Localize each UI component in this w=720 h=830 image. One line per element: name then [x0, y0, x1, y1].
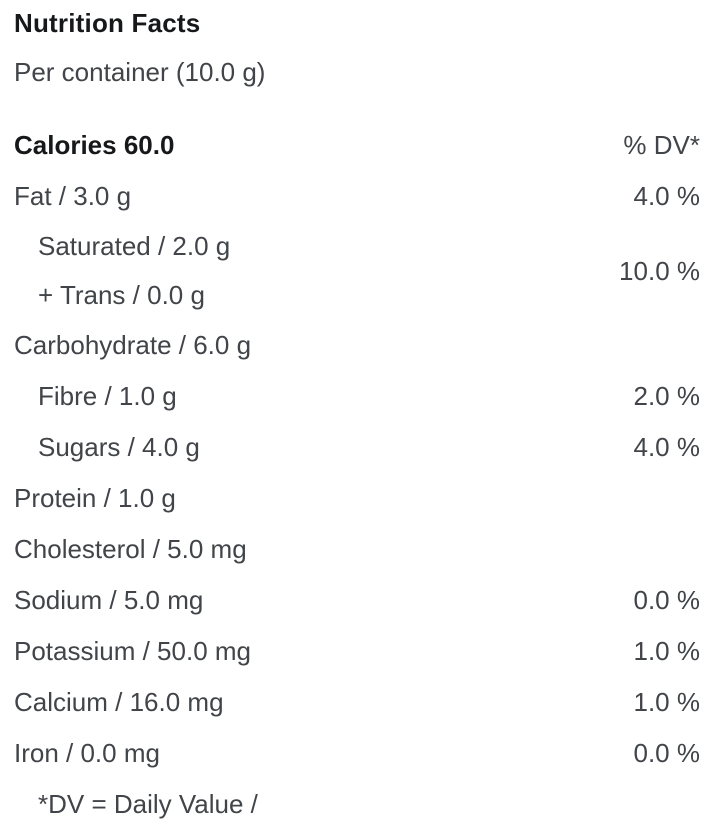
- nutrient-dv: 2.0 %: [633, 381, 701, 411]
- nutrient-dv: 0.0 %: [633, 585, 701, 615]
- nutrient-label: Fat / 3.0 g: [14, 181, 132, 211]
- nutrient-row-calcium: Calcium / 16.0 mg 1.0 %: [14, 677, 700, 728]
- nutrient-label: Iron / 0.0 mg: [14, 738, 160, 768]
- nutrient-label: Sugars / 4.0 g: [38, 432, 200, 462]
- nutrient-dv: 4.0 %: [633, 181, 701, 211]
- nutrient-row-sugars: Sugars / 4.0 g 4.0 %: [14, 422, 700, 473]
- nutrient-label: Protein / 1.0 g: [14, 483, 176, 513]
- nutrient-row-saturated-trans: Saturated / 2.0 g + Trans / 0.0 g 10.0 %: [14, 222, 700, 320]
- nutrient-label: Saturated / 2.0 g: [38, 231, 231, 261]
- nutrient-label: + Trans / 0.0 g: [38, 280, 205, 310]
- nutrient-label: Calcium / 16.0 mg: [14, 687, 224, 717]
- dv-column-header: % DV*: [623, 130, 700, 160]
- nutrient-label: Cholesterol / 5.0 mg: [14, 534, 247, 564]
- nutrient-dv: 1.0 %: [633, 636, 701, 666]
- nutrient-row-carbohydrate: Carbohydrate / 6.0 g: [14, 320, 700, 371]
- nutrient-row-protein: Protein / 1.0 g: [14, 473, 700, 524]
- nutrient-row-potassium: Potassium / 50.0 mg 1.0 %: [14, 626, 700, 677]
- serving-size-text: Per container (10.0 g): [14, 57, 266, 87]
- dv-footnote: *DV = Daily Value /: [38, 789, 258, 819]
- nutrient-row-cholesterol: Cholesterol / 5.0 mg: [14, 524, 700, 575]
- nutrient-dv: 0.0 %: [633, 738, 701, 768]
- nutrient-label: Fibre / 1.0 g: [38, 381, 177, 411]
- nutrient-row-fat: Fat / 3.0 g 4.0 %: [14, 171, 700, 222]
- nutrient-label: Carbohydrate / 6.0 g: [14, 330, 252, 360]
- nutrient-label: Potassium / 50.0 mg: [14, 636, 251, 666]
- nutrient-row-sodium: Sodium / 5.0 mg 0.0 %: [14, 575, 700, 626]
- nutrient-group-labels: Saturated / 2.0 g + Trans / 0.0 g: [14, 222, 230, 320]
- nutrition-facts-title: Nutrition Facts: [14, 8, 201, 38]
- calories-row: Calories 60.0 % DV*: [14, 120, 700, 171]
- nutrient-row-iron: Iron / 0.0 mg 0.0 %: [14, 728, 700, 779]
- nutrient-row-fibre: Fibre / 1.0 g 2.0 %: [14, 371, 700, 422]
- nutrient-dv: 10.0 %: [619, 255, 700, 286]
- nutrient-dv: 1.0 %: [633, 687, 701, 717]
- nutrient-dv: 4.0 %: [633, 432, 701, 462]
- nutrient-label: Sodium / 5.0 mg: [14, 585, 204, 615]
- calories-value: Calories 60.0: [14, 130, 175, 160]
